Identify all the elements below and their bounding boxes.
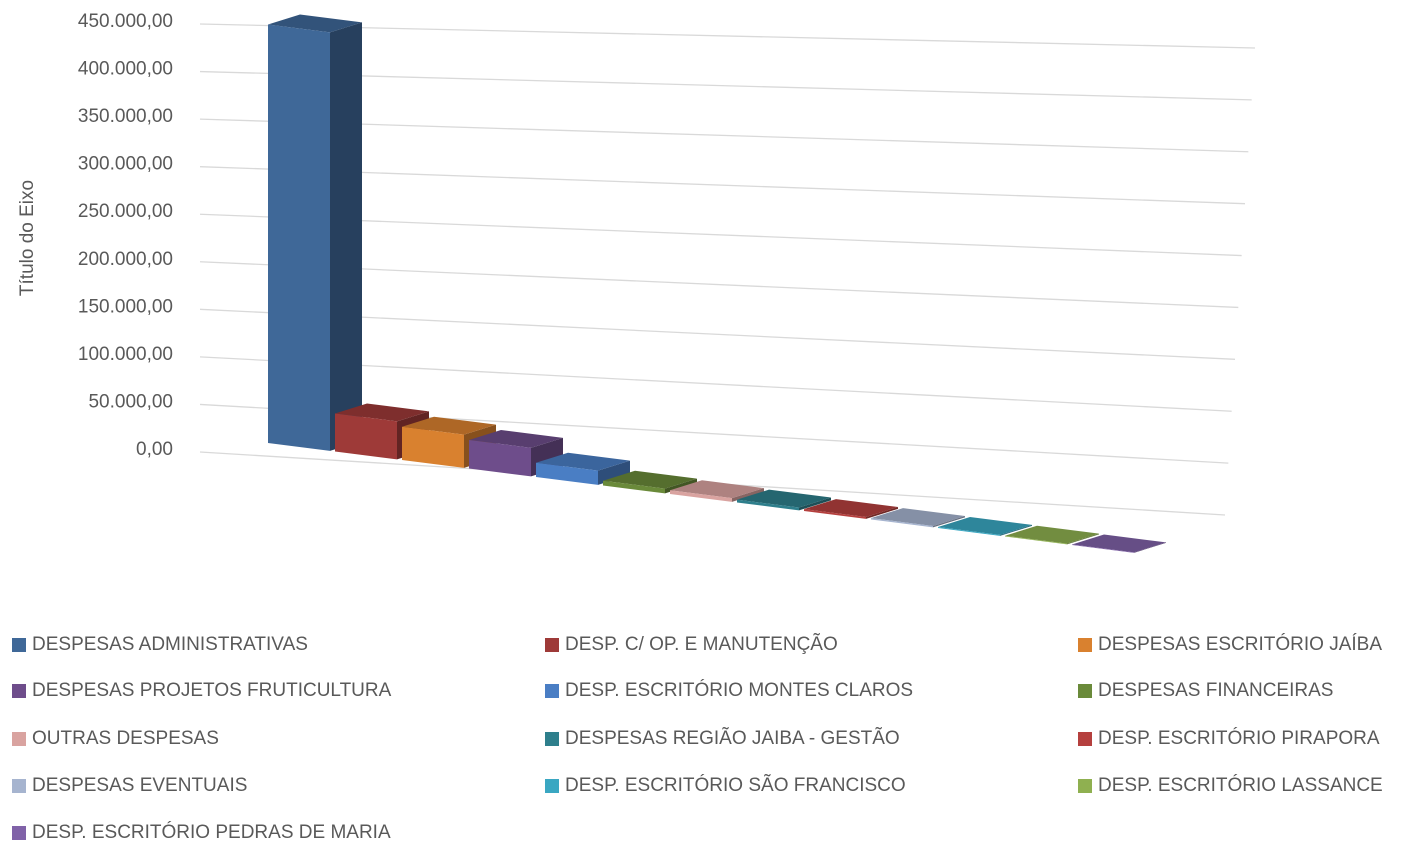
- bar-top: [469, 429, 563, 448]
- y-tick-label: 200.000,00: [78, 249, 173, 270]
- bar: [938, 517, 1032, 536]
- grid-line: [199, 308, 1236, 360]
- legend-label: DESP. ESCRITÓRIO PIRAPORA: [1098, 727, 1380, 749]
- legend-swatch: [545, 779, 559, 793]
- grid-line: [199, 70, 1252, 101]
- y-tick-label: 250.000,00: [78, 201, 173, 222]
- y-tick-label: 100.000,00: [78, 344, 173, 365]
- legend-swatch: [12, 684, 26, 698]
- bar-front: [1072, 544, 1134, 553]
- bar-side: [1134, 542, 1166, 553]
- bar-top: [737, 489, 831, 508]
- bar-front: [1005, 535, 1067, 545]
- bar-front: [737, 499, 799, 511]
- grid-line: [199, 23, 1256, 49]
- bar: [670, 480, 764, 502]
- y-tick-label: 400.000,00: [78, 59, 173, 80]
- y-tick-label: 350.000,00: [78, 106, 173, 127]
- legend-swatch: [12, 732, 26, 746]
- bar-side: [1067, 533, 1099, 545]
- legend-label: DESPESAS PROJETOS FRUTICULTURA: [32, 680, 392, 701]
- bar-front: [469, 439, 531, 477]
- bar-front: [536, 462, 598, 485]
- legend-label: DESP. ESCRITÓRIO PEDRAS DE MARIA: [32, 821, 391, 843]
- bar-front: [335, 413, 397, 460]
- legend-swatch: [1078, 779, 1092, 793]
- bar-top: [1005, 525, 1099, 544]
- bar-front: [804, 509, 866, 519]
- bar-top: [871, 508, 965, 526]
- bar-top: [335, 403, 429, 422]
- y-tick-label: 450.000,00: [78, 11, 173, 32]
- bar: [737, 489, 831, 511]
- legend-label: DESP. C/ OP. E MANUTENÇÃO: [565, 633, 838, 655]
- bar: [1072, 534, 1166, 553]
- grid-line: [199, 213, 1242, 257]
- bar: [268, 14, 362, 451]
- legend-swatch: [545, 684, 559, 698]
- grid-line: [199, 356, 1232, 412]
- bar-side: [330, 22, 362, 451]
- legend-swatch: [12, 779, 26, 793]
- bar: [804, 499, 898, 519]
- grid-line: [199, 261, 1239, 309]
- legend-label: DESP. ESCRITÓRIO MONTES CLAROS: [565, 679, 913, 701]
- legend-label: OUTRAS DESPESAS: [32, 728, 219, 749]
- bar-top: [804, 499, 898, 517]
- legend-swatch: [12, 638, 26, 652]
- bar-front: [268, 24, 330, 451]
- bar-front: [402, 426, 464, 468]
- bar-top: [1072, 534, 1166, 553]
- bar-side: [598, 460, 630, 485]
- grid-line: [199, 166, 1246, 205]
- bar-front: [603, 480, 665, 494]
- legend-label: DESPESAS REGIÃO JAIBA - GESTÃO: [565, 727, 900, 749]
- bar-top: [268, 14, 362, 33]
- bar-front: [670, 490, 732, 502]
- bar-top: [938, 517, 1032, 535]
- bar-top: [402, 416, 496, 435]
- legend-label: DESPESAS FINANCEIRAS: [1098, 680, 1333, 701]
- legend-label: DESPESAS ADMINISTRATIVAS: [32, 634, 308, 655]
- y-tick-label: 300.000,00: [78, 154, 173, 175]
- bar-top: [536, 452, 630, 471]
- legend-swatch: [545, 638, 559, 652]
- bar-side: [799, 497, 831, 511]
- grid-line: [199, 118, 1249, 153]
- y-tick-label: 150.000,00: [78, 296, 173, 317]
- bar-side: [1000, 524, 1032, 536]
- legend-label: DESPESAS ESCRITÓRIO JAÍBA: [1098, 633, 1382, 655]
- legend-label: DESP. ESCRITÓRIO LASSANCE: [1098, 774, 1383, 796]
- legend-swatch: [1078, 732, 1092, 746]
- bar-top: [670, 480, 764, 499]
- bar-front: [871, 518, 933, 528]
- bar-front: [938, 527, 1000, 536]
- legend-swatch: [1078, 638, 1092, 652]
- bar-top: [603, 470, 697, 489]
- bar: [536, 452, 630, 485]
- bar: [871, 508, 965, 528]
- bar: [1005, 525, 1099, 545]
- legend-label: DESPESAS EVENTUAIS: [32, 775, 247, 796]
- y-axis-title: Título do Eixo: [17, 180, 38, 296]
- y-tick-label: 0,00: [136, 439, 173, 460]
- y-tick-label: 50.000,00: [88, 391, 173, 412]
- legend-label: DESP. ESCRITÓRIO SÃO FRANCISCO: [565, 774, 906, 796]
- bar-side: [933, 515, 965, 528]
- legend-swatch: [1078, 684, 1092, 698]
- legend-swatch: [545, 732, 559, 746]
- bar-side: [732, 488, 764, 502]
- legend-swatch: [12, 826, 26, 840]
- bar-side: [866, 506, 898, 519]
